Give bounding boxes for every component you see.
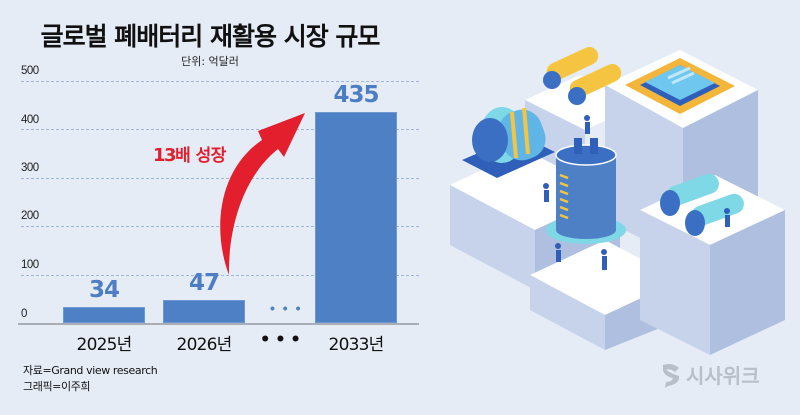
logo-mark-icon xyxy=(663,363,680,388)
value-label-2025: 34 xyxy=(88,277,120,303)
growth-text: 배 성장 xyxy=(175,146,226,166)
growth-annotation: 13배 성장 xyxy=(153,141,226,166)
gridline xyxy=(21,81,419,82)
gridline xyxy=(21,226,419,227)
publisher-logo: 시사위크 xyxy=(660,360,760,389)
unit-label: 단위: 억달러 xyxy=(181,55,239,68)
x-label-2026: 2026년 xyxy=(176,335,233,355)
battery-illustration xyxy=(450,46,785,355)
x-label-2033: 2033년 xyxy=(328,335,385,355)
x-label-ellipsis: • • • xyxy=(259,330,301,350)
ellipsis-marker: • • • xyxy=(270,300,303,316)
y-tick-500: 500 xyxy=(21,65,39,77)
gridline xyxy=(21,129,419,130)
source-note: 자료=Grand view research xyxy=(23,364,158,377)
gridline xyxy=(21,178,419,179)
x-axis-line xyxy=(18,323,419,325)
bar-chart: 글로벌 폐배터리 재활용 시장 규모 단위: 억달러 500 400 300 2… xyxy=(18,22,419,393)
x-label-2025: 2025년 xyxy=(76,335,133,355)
y-tick-300: 300 xyxy=(21,162,39,174)
bar-2033 xyxy=(315,112,397,323)
bar-2025 xyxy=(63,307,145,323)
gridline xyxy=(21,275,419,276)
y-tick-0: 0 xyxy=(21,308,27,320)
growth-arrow-icon xyxy=(220,113,305,275)
logo-text: 시사위크 xyxy=(686,364,760,388)
y-tick-100: 100 xyxy=(21,259,39,271)
bar-2026 xyxy=(163,300,245,323)
y-tick-200: 200 xyxy=(21,210,39,222)
graphic-credit: 그래픽=이주희 xyxy=(23,380,91,393)
chart-title: 글로벌 폐배터리 재활용 시장 규모 xyxy=(40,22,381,51)
value-label-2033: 435 xyxy=(333,82,379,108)
y-tick-400: 400 xyxy=(21,114,39,126)
growth-number: 13 xyxy=(153,145,177,166)
value-label-2026: 47 xyxy=(188,270,220,296)
